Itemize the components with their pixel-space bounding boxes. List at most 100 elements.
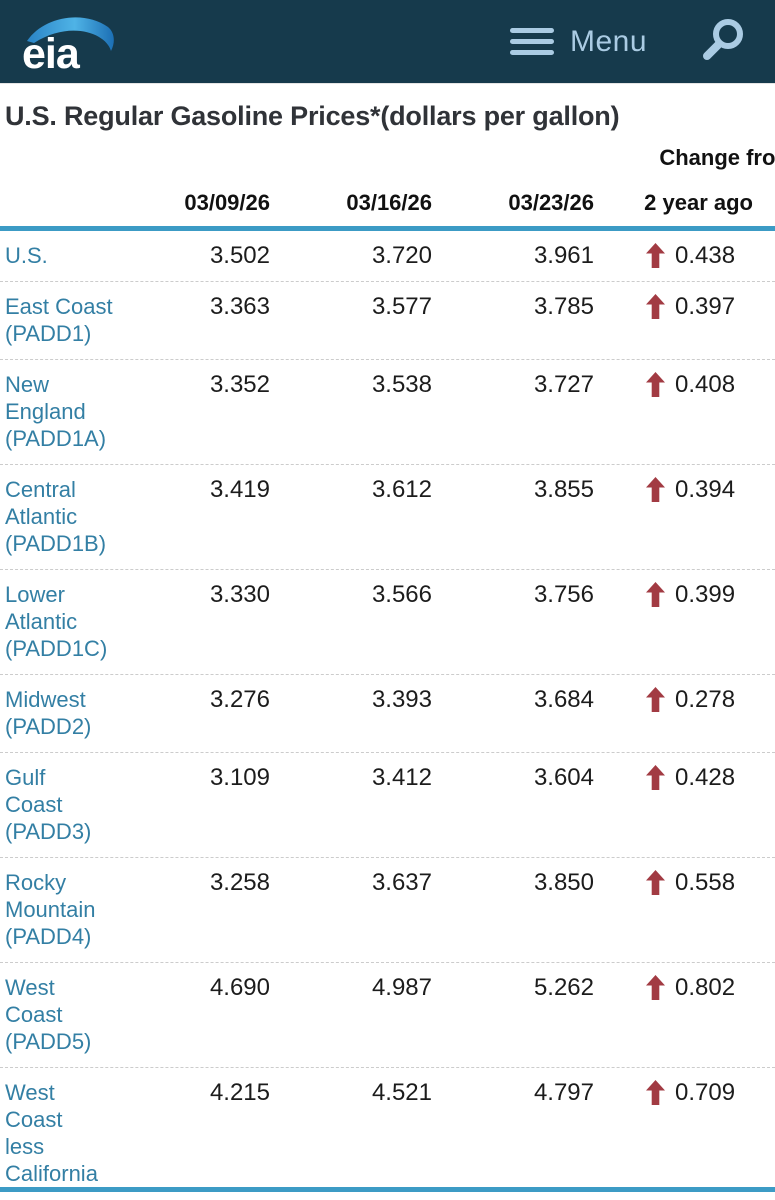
price-value: 3.538 [371,371,432,398]
price-value: 3.412 [371,764,432,791]
up-arrow-icon [646,975,665,1000]
region-label: U.S. [5,243,48,268]
price-value: 3.363 [209,293,270,320]
change-ago-header: 2 year ago [644,190,753,215]
change-cell: 0.558 [594,869,775,896]
region-label: Rocky Mountain (PADD4) [5,870,96,949]
search-icon [703,19,743,60]
price-value: 4.987 [371,974,432,1001]
up-arrow-icon [646,243,665,268]
table-row: West Coast (PADD5) 4.690 4.987 5.262 0.8… [0,963,775,1068]
price-value: 3.720 [371,242,432,269]
top-navigation-bar: eia Menu [0,0,775,84]
up-arrow-icon [646,687,665,712]
table-row: West Coast less California 4.215 4.521 4… [0,1068,775,1187]
change-value: 0.394 [675,475,736,503]
eia-logo-icon: eia [22,16,114,73]
gasoline-price-table: Change from 03/09/26 03/16/26 03/23/26 2… [0,145,775,1192]
price-value: 3.566 [371,581,432,608]
region-label: West Coast less California [5,1080,98,1186]
change-cell: 0.394 [594,476,775,503]
table-row: Gulf Coast (PADD3) 3.109 3.412 3.604 0.4… [0,753,775,858]
region-label: East Coast (PADD1) [5,294,113,346]
change-cell: 0.438 [594,242,775,269]
eia-logo[interactable]: eia [20,11,116,73]
svg-text:eia: eia [22,30,81,73]
region-label: Lower Atlantic (PADD1C) [5,582,108,661]
change-cell: 0.397 [594,293,775,320]
change-value: 0.802 [675,973,736,1001]
price-value: 3.637 [371,869,432,896]
price-value: 3.258 [209,869,270,896]
region-label: New England (PADD1A) [5,372,107,451]
change-from-header: Change from [659,145,775,170]
table-row: Midwest (PADD2) 3.276 3.393 3.684 0.278 [0,675,775,753]
price-value: 3.604 [533,764,594,791]
up-arrow-icon [646,477,665,502]
table-row: Central Atlantic (PADD1B) 3.419 3.612 3.… [0,465,775,570]
price-value: 4.690 [209,974,270,1001]
price-table-body: U.S. 3.502 3.720 3.961 0.438 East Coast … [0,231,775,1187]
table-row: New England (PADD1A) 3.352 3.538 3.727 0… [0,360,775,465]
change-cell: 0.399 [594,581,775,608]
change-value: 0.408 [675,370,736,398]
date-column-header: 03/09/26 [184,190,270,215]
up-arrow-icon [646,1080,665,1105]
change-cell: 0.428 [594,764,775,791]
change-value: 0.278 [675,685,736,713]
date-column-header: 03/16/26 [346,190,432,215]
price-value: 3.855 [533,476,594,503]
up-arrow-icon [646,870,665,895]
content-area: U.S. Regular Gasoline Prices*(dollars pe… [0,101,775,1192]
price-value: 3.502 [209,242,270,269]
menu-label: Menu [569,24,647,58]
price-value: 3.352 [209,371,270,398]
price-value: 4.797 [533,1079,594,1106]
price-value: 3.419 [209,476,270,503]
change-value: 0.428 [675,763,736,791]
price-value: 3.961 [533,242,594,269]
price-value: 3.684 [533,686,594,713]
table-row: Lower Atlantic (PADD1C) 3.330 3.566 3.75… [0,570,775,675]
change-value: 0.558 [675,868,736,896]
price-value: 3.330 [209,581,270,608]
price-value: 3.727 [533,371,594,398]
change-value: 0.397 [675,292,736,320]
change-cell: 0.709 [594,1079,775,1106]
page-title: U.S. Regular Gasoline Prices*(dollars pe… [5,101,620,131]
table-row: East Coast (PADD1) 3.363 3.577 3.785 0.3… [0,282,775,360]
price-value: 3.785 [533,293,594,320]
menu-button[interactable]: Menu [509,24,647,59]
price-value: 3.577 [371,293,432,320]
change-cell: 0.802 [594,974,775,1001]
up-arrow-icon [646,372,665,397]
change-value: 0.438 [675,241,736,269]
up-arrow-icon [646,294,665,319]
table-row: U.S. 3.502 3.720 3.961 0.438 [0,231,775,282]
price-value: 3.756 [533,581,594,608]
price-value: 3.276 [209,686,270,713]
region-label: Gulf Coast (PADD3) [5,765,92,844]
search-button[interactable] [701,18,745,65]
price-value: 4.521 [371,1079,432,1106]
price-value: 3.850 [533,869,594,896]
price-value: 3.109 [209,764,270,791]
price-value: 3.612 [371,476,432,503]
date-column-header: 03/23/26 [508,190,594,215]
price-value: 5.262 [533,974,594,1001]
table-bottom-rule [0,1187,775,1192]
region-label: West Coast (PADD5) [5,975,92,1054]
up-arrow-icon [646,765,665,790]
price-value: 4.215 [209,1079,270,1106]
price-value: 3.393 [371,686,432,713]
table-row: Rocky Mountain (PADD4) 3.258 3.637 3.850… [0,858,775,963]
change-value: 0.709 [675,1078,736,1106]
region-label: Central Atlantic (PADD1B) [5,477,107,556]
table-top-rule [0,226,775,231]
change-cell: 0.408 [594,371,775,398]
region-label: Midwest (PADD2) [5,687,92,739]
change-value: 0.399 [675,580,736,608]
up-arrow-icon [646,582,665,607]
hamburger-icon [509,28,554,55]
change-cell: 0.278 [594,686,775,713]
